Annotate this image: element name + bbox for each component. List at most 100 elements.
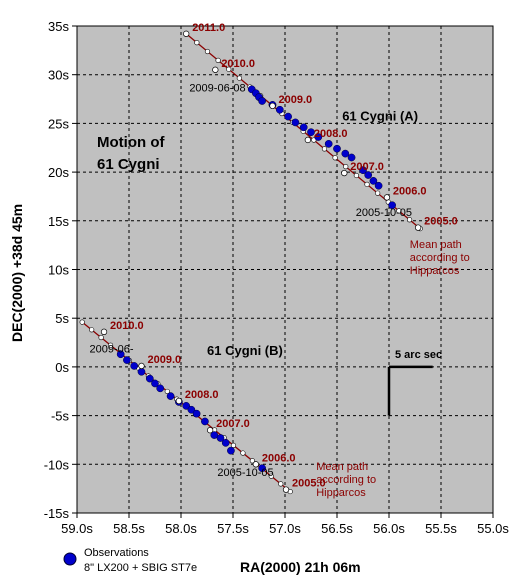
mean-path-note: according to (316, 474, 376, 486)
observation-point (275, 105, 284, 114)
mean-path-note: Hipparcos (410, 265, 460, 277)
year-label: 2009.0 (279, 94, 313, 106)
y-axis-title: DEC(2000) +38d 45m (9, 204, 25, 342)
observation-point (227, 446, 235, 455)
observation-point (156, 384, 165, 393)
observation-point (333, 144, 341, 153)
path-point (194, 40, 200, 46)
y-axis-ticks: 35s 30s 25s 20s 15s 10s 5s 0s -5s -10s -15s (44, 19, 77, 521)
legend-label: Observations (84, 547, 149, 559)
mean-path-note: Mean path (410, 239, 462, 251)
year-marker (175, 397, 183, 405)
year-label: 2006.0 (393, 185, 427, 197)
observation-point (187, 405, 196, 414)
path-point (230, 442, 237, 448)
path-point (89, 327, 95, 333)
year-marker (341, 169, 348, 177)
observation-point (192, 409, 201, 418)
x-tick-label: 55.5s (425, 521, 457, 536)
observation-point (258, 464, 266, 473)
observation-point (314, 133, 323, 141)
observation-point (359, 166, 367, 175)
legend: Observations 8" LX200 + SBIG ST7e (63, 547, 197, 574)
observation-point (364, 171, 373, 179)
path-point (204, 48, 211, 55)
legend-sublabel: 8" LX200 + SBIG ST7e (84, 562, 197, 574)
year-marker (304, 136, 312, 144)
observation-point (284, 112, 292, 121)
observation-point (369, 177, 378, 185)
path-point (268, 473, 274, 479)
path-point (79, 319, 85, 325)
y-tick-label: 15s (48, 214, 69, 229)
observation-point (347, 153, 356, 162)
year-marker (414, 224, 422, 231)
path-point (236, 75, 242, 81)
y-tick-label: 0s (55, 360, 69, 375)
year-marker (206, 427, 214, 434)
chart-title-line1: Motion of (97, 134, 165, 151)
observation-point (307, 128, 315, 137)
observation-point (374, 181, 383, 190)
year-marker (282, 486, 290, 493)
path-point (240, 450, 246, 456)
y-tick-label: 10s (48, 263, 69, 278)
path-point (278, 481, 284, 487)
year-marker (183, 30, 190, 37)
observation-point (116, 350, 125, 359)
year-label: 2011.0 (192, 22, 225, 34)
date-label: 2009-06-08 (189, 82, 245, 94)
y-tick-label: -10s (44, 457, 70, 472)
mean-path-note: Hipparcos (316, 487, 366, 499)
path-point (396, 208, 402, 214)
observation-point (216, 434, 225, 442)
observation-point (221, 439, 230, 447)
series-b: 2010.0 2009.0 2008.0 2007.0 2006.0 2005.0 2009… (79, 319, 376, 499)
observation-point (145, 374, 154, 383)
year-label: 2008.0 (314, 128, 348, 140)
year-label: 2010.0 (221, 58, 255, 70)
series-layer: 2011.0 2010.0 2009.0 2008.0 2007.0 2006.0 2005… (79, 22, 470, 499)
path-point (321, 146, 328, 152)
x-tick-label: 58.5s (113, 521, 145, 536)
year-marker (252, 461, 260, 468)
year-label: 2008.0 (185, 389, 219, 401)
legend-observation-marker (63, 552, 77, 566)
path-point (364, 181, 370, 187)
observation-point (137, 367, 146, 376)
y-tick-label: 30s (48, 68, 69, 83)
observation-point (258, 97, 266, 105)
series-a: 2011.0 2010.0 2009.0 2008.0 2007.0 2006.0 2005… (183, 22, 470, 277)
y-tick-label: 25s (48, 116, 69, 131)
observation-point (324, 140, 333, 148)
date-label: 2005-10-05 (217, 467, 273, 479)
year-label: 2009.0 (147, 354, 181, 366)
x-tick-label: 57.5s (217, 521, 249, 536)
observation-point (291, 118, 300, 127)
y-tick-label: 20s (48, 165, 69, 180)
year-label: 2006.0 (262, 452, 296, 464)
observation-point (182, 402, 191, 410)
year-marker (212, 66, 219, 73)
observation-point (299, 123, 308, 132)
path-point (98, 334, 104, 341)
observation-point (151, 379, 159, 388)
observation-point (166, 392, 175, 400)
year-label: 2005.0 (424, 216, 458, 228)
observation-point (123, 356, 131, 364)
x-tick-label: 58.0s (165, 521, 197, 536)
path-point (249, 458, 255, 464)
year-label: 2007.0 (216, 418, 250, 430)
star-label: 61 Cygni (A) (342, 108, 418, 123)
x-tick-label: 55.0s (477, 521, 509, 536)
x-axis-title: RA(2000) 21h 06m (240, 559, 361, 575)
year-label: 2007.0 (350, 161, 384, 173)
path-point (215, 57, 221, 63)
path-point (375, 190, 381, 196)
y-tick-label: 35s (48, 19, 69, 34)
year-marker (383, 194, 391, 201)
mean-path-note: according to (410, 252, 470, 264)
observation-point (341, 149, 350, 158)
x-tick-label: 56.5s (321, 521, 353, 536)
